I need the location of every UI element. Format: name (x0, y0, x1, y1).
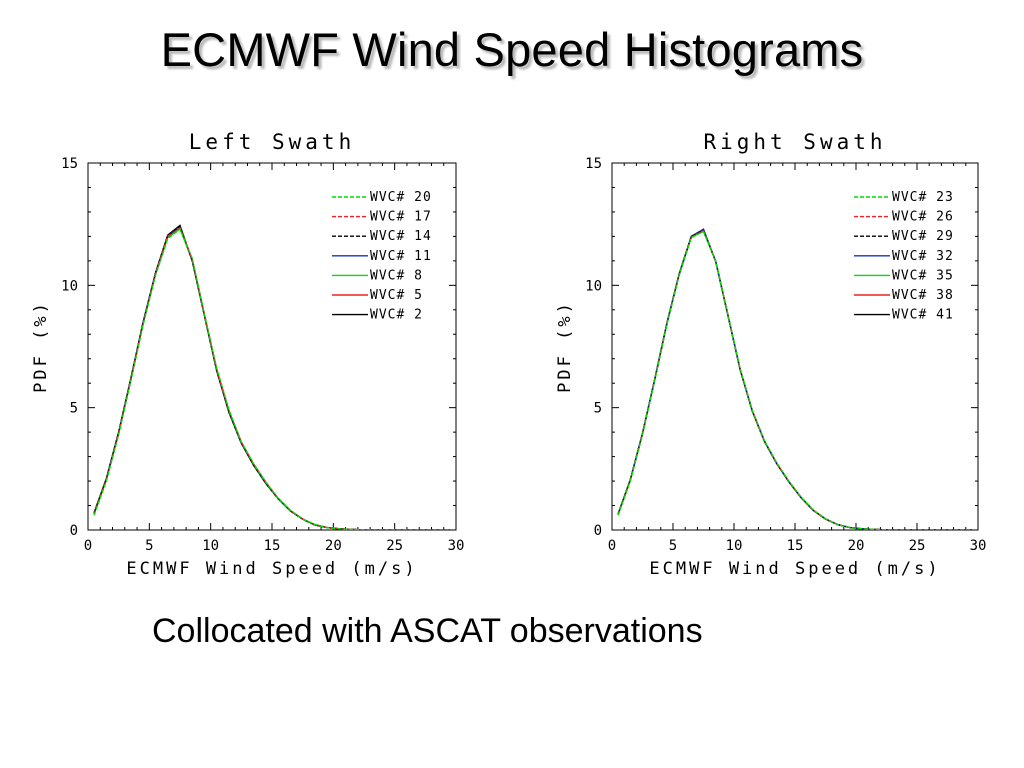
right-legend-label: WVC# 26 (892, 210, 954, 225)
slide-subtitle: Collocated with ASCAT observations (152, 612, 703, 650)
right-x-axis-label: ECMWF Wind Speed (m/s) (649, 559, 940, 579)
right-x-tick-label: 0 (608, 538, 616, 554)
right-x-tick-label: 10 (726, 538, 743, 554)
left-y-axis-label: PDF (%) (31, 300, 51, 393)
right-series-line-wvc23 (617, 230, 972, 530)
right-legend-label: WVC# 23 (892, 190, 954, 205)
right-y-axis-label: PDF (%) (555, 300, 575, 393)
left-x-tick-label: 5 (145, 538, 153, 554)
left-x-tick-label: 0 (84, 538, 92, 554)
left-legend-label: WVC# 14 (370, 229, 432, 244)
left-x-tick-label: 25 (386, 538, 403, 554)
left-panel-title: Left Swath (189, 130, 355, 154)
left-legend-label: WVC# 2 (370, 308, 423, 323)
left-y-tick-label: 10 (61, 278, 78, 294)
right-x-tick-label: 15 (787, 538, 804, 554)
right-legend-label: WVC# 29 (892, 229, 954, 244)
right-y-tick-label: 0 (594, 523, 602, 539)
left-y-tick-label: 15 (61, 156, 78, 172)
right-x-tick-label: 25 (909, 538, 926, 554)
left-x-axis-label: ECMWF Wind Speed (m/s) (126, 559, 417, 579)
left-series-line-wvc17 (93, 226, 450, 530)
left-y-tick-label: 5 (70, 401, 78, 417)
right-x-tick-label: 30 (970, 538, 987, 554)
right-y-tick-label: 5 (594, 401, 602, 417)
left-x-tick-label: 20 (325, 538, 342, 554)
right-panel-title: Right Swath (703, 130, 886, 154)
left-legend-label: WVC# 20 (370, 190, 432, 205)
right-legend-label: WVC# 38 (892, 288, 954, 303)
slide-title: ECMWF Wind Speed Histograms (160, 23, 864, 76)
left-x-tick-label: 10 (202, 538, 219, 554)
left-legend-label: WVC# 5 (370, 288, 423, 303)
right-y-tick-label: 10 (585, 278, 602, 294)
left-x-tick-label: 30 (448, 538, 465, 554)
right-x-tick-label: 5 (669, 538, 677, 554)
right-legend-label: WVC# 35 (892, 268, 954, 283)
left-legend-label: WVC# 8 (370, 268, 423, 283)
left-legend-label: WVC# 17 (370, 210, 432, 225)
right-y-tick-label: 15 (585, 156, 602, 172)
right-legend-label: WVC# 41 (892, 308, 954, 323)
right-x-tick-label: 20 (848, 538, 865, 554)
left-legend-label: WVC# 11 (370, 249, 432, 264)
right-legend-label: WVC# 32 (892, 249, 954, 264)
left-y-tick-label: 0 (70, 523, 78, 539)
left-x-tick-label: 15 (264, 538, 281, 554)
